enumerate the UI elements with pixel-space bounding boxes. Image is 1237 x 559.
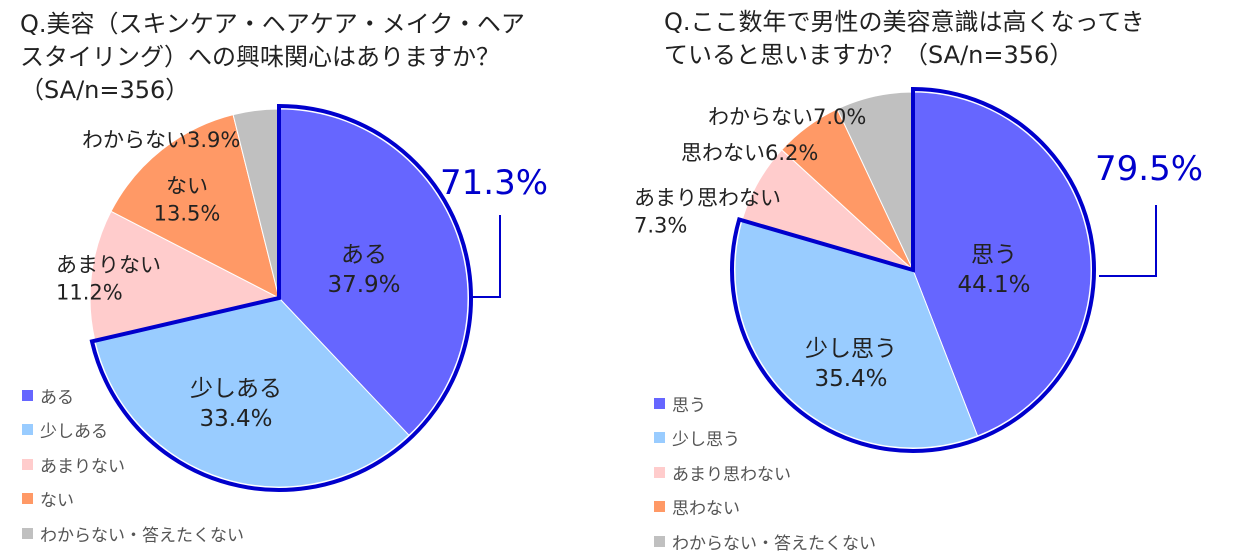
slice-label: あまり思わない 7.3% — [634, 186, 781, 237]
highlight-total-label: 79.5% — [1095, 149, 1203, 189]
legend-item: ある — [22, 378, 244, 413]
legend-swatch — [654, 535, 665, 547]
legend-item: 思う — [654, 386, 876, 421]
pie-slice — [734, 219, 979, 449]
legend-label: 少しある — [40, 422, 108, 443]
slice-label: ない 13.5% — [154, 174, 221, 225]
legend: ある少しあるあまりないないわからない・答えたくない — [22, 378, 244, 551]
highlight-outline — [730, 86, 1096, 453]
legend-label: あまりない — [40, 456, 125, 477]
legend: 思う少し思うあまり思わない 思わないわからない・答えたくない — [654, 386, 876, 559]
slice-label: ある 37.9% — [327, 242, 400, 298]
pie-slice — [912, 91, 1092, 437]
legend-label: あまり思わない — [672, 464, 791, 485]
legend-item: ない — [22, 482, 244, 517]
legend-item: わからない・答えたくない — [22, 516, 244, 551]
legend-swatch — [22, 389, 33, 401]
legend-swatch — [654, 501, 665, 513]
chart-panel-awareness: Q.ここ数年で男性の美容意識は高くなってき ていると思いますか？（SA/n=35… — [620, 0, 1237, 554]
legend-item: あまりない — [22, 447, 244, 482]
highlight-total-label: 71.3% — [440, 163, 548, 203]
highlight-connector — [469, 215, 501, 298]
chart-panel-interest: Q.美容（スキンケア・ヘアケア・メイク・ヘア スタイリング）への興味関心はありま… — [0, 0, 610, 546]
pie-slice — [278, 108, 469, 436]
legend-item: あまり思わない — [654, 455, 876, 490]
chart-title: Q.ここ数年で男性の美容意識は高くなってき ていると思いますか？（SA/n=35… — [664, 8, 1145, 69]
legend-label: わからない・答えたくない — [672, 533, 876, 554]
slice-label: 少し思う 35.4% — [805, 336, 897, 392]
legend-item: 思わない — [654, 490, 876, 525]
highlight-outline — [89, 103, 473, 492]
legend-swatch — [654, 466, 665, 478]
pie-slice — [110, 114, 280, 299]
highlight-connector — [1099, 205, 1157, 277]
legend-label: 思わない — [672, 499, 740, 520]
pie-chart: 思う 44.1% 少し思う 35.4% あまり思わない 7.3% 思わない6.2% わからない… — [634, 86, 1203, 453]
slice-label: 少しある 33.4% — [190, 376, 282, 432]
legend-swatch — [22, 458, 33, 470]
legend-swatch — [654, 432, 665, 444]
pie-chart: ある 37.9% 少しある 33.4% あまりない 11.2% ない 13.5% わからない3.… — [56, 103, 548, 492]
legend-swatch — [22, 424, 33, 436]
pie-slice — [94, 297, 410, 488]
legend-label: ある — [40, 387, 74, 408]
legend-swatch — [22, 493, 33, 505]
slice-label: 思う 44.1% — [957, 242, 1030, 298]
legend-label: ない — [40, 491, 74, 512]
legend-swatch — [22, 527, 33, 539]
legend-item: 少し思う — [654, 421, 876, 456]
legend-label: わからない・答えたくない — [40, 525, 244, 546]
legend-label: 思う — [672, 395, 706, 416]
slice-label: わからない7.0% — [708, 105, 866, 129]
legend-item: わからない・答えたくない — [654, 524, 876, 559]
slice-label: わからない3.9% — [82, 128, 240, 152]
legend-swatch — [654, 397, 665, 409]
legend-label: 少し思う — [672, 430, 740, 451]
slice-label: 思わない6.2% — [681, 141, 818, 165]
slice-label: あまりない 11.2% — [56, 253, 161, 304]
legend-item: 少しある — [22, 413, 244, 448]
chart-title: Q.美容（スキンケア・ヘアケア・メイク・ヘア スタイリング）への興味関心はありま… — [20, 10, 525, 104]
